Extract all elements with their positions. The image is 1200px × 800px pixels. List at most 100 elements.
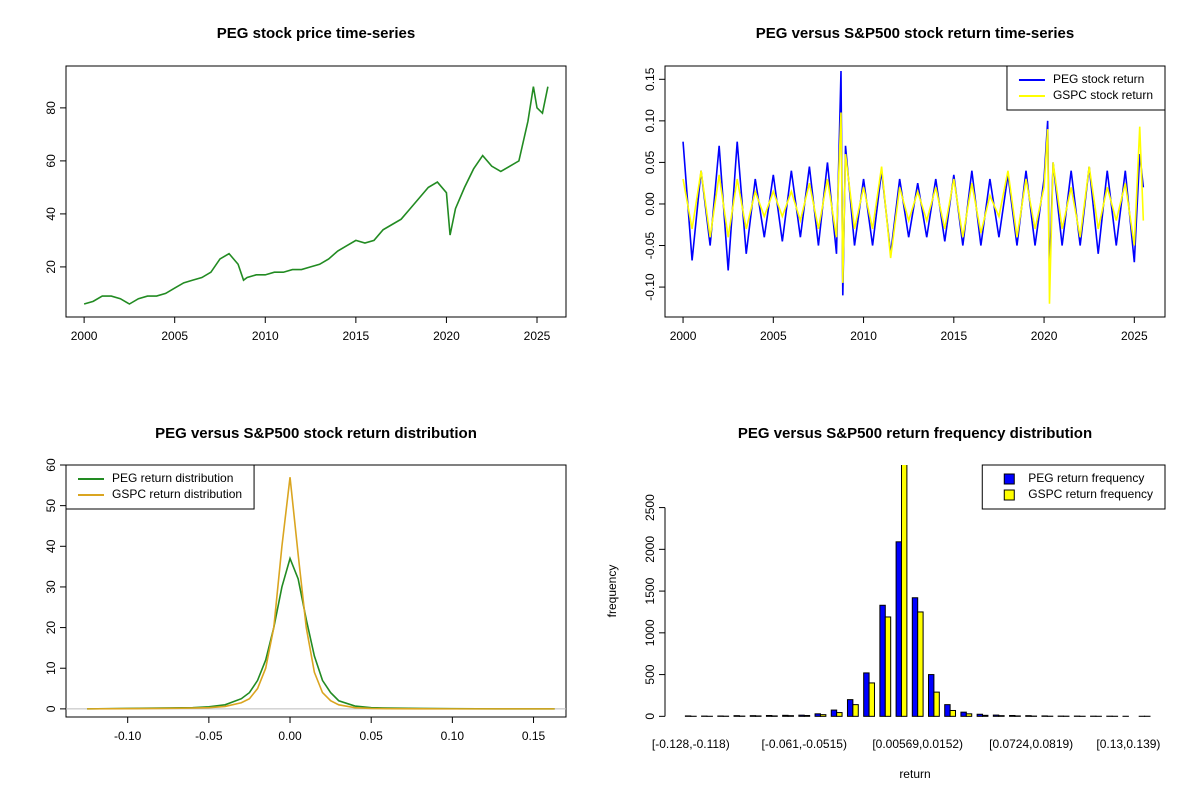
y-tick-label: 0.15 bbox=[643, 67, 657, 91]
legend-label: PEG stock return bbox=[1053, 72, 1144, 86]
y-tick-label: 80 bbox=[44, 101, 58, 115]
panel: PEG versus S&P500 stock return distribut… bbox=[44, 425, 567, 743]
plot-frame bbox=[65, 65, 567, 318]
y-tick-label: 60 bbox=[44, 458, 58, 472]
bar bbox=[733, 715, 740, 717]
y-tick-label: 40 bbox=[44, 539, 58, 553]
y-tick-label: 2000 bbox=[643, 536, 657, 563]
bar bbox=[868, 682, 875, 717]
bar bbox=[830, 709, 838, 717]
legend-label: GSPC return frequency bbox=[1028, 487, 1153, 501]
legend-swatch bbox=[1003, 489, 1015, 501]
chart-title: PEG versus S&P500 stock return distribut… bbox=[155, 425, 477, 442]
bar bbox=[949, 709, 957, 717]
x-tick-label: 2005 bbox=[161, 329, 188, 343]
y-tick-label: 1000 bbox=[643, 619, 657, 646]
y-tick-label: 40 bbox=[44, 207, 58, 221]
legend-label: GSPC return distribution bbox=[112, 487, 242, 501]
bar bbox=[982, 714, 989, 717]
bar bbox=[879, 604, 886, 717]
bar bbox=[798, 714, 805, 717]
series-line bbox=[87, 556, 555, 710]
x-axis-label: return bbox=[899, 767, 930, 781]
x-tick-label: 2005 bbox=[760, 329, 787, 343]
series-line bbox=[682, 112, 1145, 304]
bar bbox=[863, 672, 870, 717]
x-tick-label: -0.10 bbox=[114, 729, 142, 743]
x-tick-label: 0.15 bbox=[522, 729, 546, 743]
x-tick-label: 0.05 bbox=[360, 729, 384, 743]
legend: PEG stock return GSPC stock return bbox=[1006, 65, 1166, 111]
y-tick-label: 0.05 bbox=[643, 150, 657, 174]
bar bbox=[944, 704, 951, 717]
legend-label: GSPC stock return bbox=[1053, 88, 1153, 102]
y-tick-label: 500 bbox=[643, 664, 657, 684]
x-tick-label: 2025 bbox=[1121, 329, 1148, 343]
x-tick-label: [-0.061,-0.0515) bbox=[762, 737, 847, 751]
bar bbox=[960, 711, 967, 717]
bar bbox=[992, 714, 1000, 717]
bar bbox=[852, 704, 859, 717]
series-line bbox=[83, 86, 549, 305]
y-tick-label: -0.05 bbox=[643, 232, 657, 260]
bar bbox=[1009, 714, 1016, 717]
y-tick-label: 10 bbox=[44, 661, 58, 675]
bar bbox=[911, 597, 919, 717]
legend-label: PEG return distribution bbox=[112, 471, 233, 485]
bar bbox=[933, 691, 940, 717]
x-tick-label: [0.0724,0.0819) bbox=[989, 737, 1073, 751]
legend-label: PEG return frequency bbox=[1028, 471, 1144, 485]
bar bbox=[782, 714, 789, 717]
legend: PEG return frequency GSPC return frequenc… bbox=[981, 464, 1166, 510]
legend-box bbox=[981, 464, 1166, 510]
y-tick-label: 30 bbox=[44, 580, 58, 594]
bar bbox=[928, 674, 935, 717]
y-tick-label: 20 bbox=[44, 621, 58, 635]
bar bbox=[765, 714, 773, 717]
x-tick-label: 2020 bbox=[1031, 329, 1058, 343]
x-tick-label: [0.00569,0.0152) bbox=[872, 737, 963, 751]
y-tick-label: 0 bbox=[44, 705, 58, 712]
bar bbox=[900, 465, 908, 717]
series-line bbox=[87, 477, 555, 710]
y-tick-label: 20 bbox=[44, 260, 58, 274]
bar bbox=[917, 611, 924, 717]
bar bbox=[895, 541, 902, 717]
x-tick-label: [-0.128,-0.118) bbox=[652, 737, 730, 751]
plot-area bbox=[682, 70, 1145, 304]
y-tick-label: 2500 bbox=[643, 494, 657, 521]
panel: PEG versus S&P500 return frequency distr… bbox=[605, 425, 1166, 781]
bar bbox=[803, 714, 811, 717]
bar bbox=[836, 712, 843, 717]
bar bbox=[846, 699, 854, 717]
panel: PEG versus S&P500 stock return time-seri… bbox=[643, 25, 1166, 343]
bar bbox=[884, 616, 892, 717]
x-tick-label: 0.10 bbox=[441, 729, 465, 743]
x-tick-label: [0.13,0.139) bbox=[1096, 737, 1160, 751]
legend-swatch bbox=[1003, 473, 1015, 485]
chart-title: PEG versus S&P500 return frequency distr… bbox=[738, 425, 1092, 442]
x-tick-label: 2000 bbox=[71, 329, 98, 343]
x-tick-label: 0.00 bbox=[278, 729, 302, 743]
y-tick-label: 1500 bbox=[643, 577, 657, 604]
x-tick-label: 2000 bbox=[670, 329, 697, 343]
bar bbox=[965, 713, 973, 717]
chart-title: PEG versus S&P500 stock return time-seri… bbox=[756, 25, 1075, 42]
y-tick-label: 0.00 bbox=[643, 192, 657, 216]
y-axis-label: frequency bbox=[605, 565, 619, 618]
bar bbox=[814, 713, 821, 717]
x-tick-label: 2010 bbox=[850, 329, 877, 343]
plot-area bbox=[87, 477, 555, 710]
bar bbox=[819, 714, 827, 717]
x-tick-label: 2020 bbox=[433, 329, 460, 343]
y-tick-label: 0.10 bbox=[643, 109, 657, 133]
y-tick-label: 60 bbox=[44, 154, 58, 168]
bar bbox=[1025, 715, 1032, 717]
x-tick-label: 2010 bbox=[252, 329, 279, 343]
bar bbox=[976, 713, 984, 717]
x-tick-label: 2015 bbox=[343, 329, 370, 343]
series-line bbox=[682, 70, 1145, 296]
legend-box bbox=[1006, 65, 1166, 111]
legend-box bbox=[65, 464, 255, 510]
